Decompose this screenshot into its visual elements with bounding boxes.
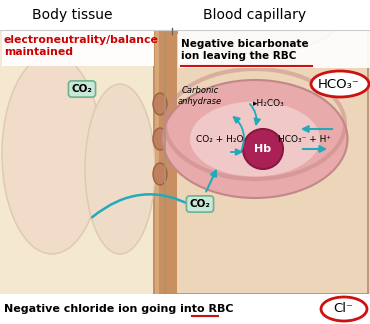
Ellipse shape — [321, 297, 367, 321]
Text: CO₂: CO₂ — [189, 199, 211, 209]
Bar — [153, 29, 166, 294]
Text: HCO₃⁻ + H⁺: HCO₃⁻ + H⁺ — [279, 135, 332, 145]
Text: Blood capillary: Blood capillary — [204, 8, 307, 22]
Bar — [166, 29, 177, 294]
Circle shape — [243, 129, 283, 169]
FancyBboxPatch shape — [178, 30, 370, 68]
Text: HCO₃⁻: HCO₃⁻ — [318, 77, 360, 90]
Bar — [165, 29, 370, 294]
Ellipse shape — [153, 163, 167, 185]
Ellipse shape — [311, 71, 369, 97]
Bar — [0, 27, 370, 54]
Ellipse shape — [162, 80, 347, 198]
Text: Body tissue: Body tissue — [32, 8, 112, 22]
Text: electroneutrality/balance
maintained: electroneutrality/balance maintained — [4, 35, 159, 57]
Text: Negative bicarbonate
ion leaving the RBC: Negative bicarbonate ion leaving the RBC — [181, 39, 309, 61]
Ellipse shape — [168, 0, 343, 54]
FancyBboxPatch shape — [2, 30, 154, 66]
Bar — [165, 29, 368, 294]
Ellipse shape — [190, 101, 320, 177]
Bar — [0, 0, 370, 30]
Bar — [0, 29, 165, 294]
Bar — [0, 294, 370, 324]
Ellipse shape — [2, 54, 102, 254]
Text: Cl⁻: Cl⁻ — [333, 303, 353, 316]
Bar — [155, 29, 159, 294]
Ellipse shape — [153, 128, 167, 150]
Text: Negative chloride ion going into RBC: Negative chloride ion going into RBC — [4, 304, 233, 314]
Ellipse shape — [85, 84, 155, 254]
Text: CO₂: CO₂ — [71, 84, 92, 94]
Text: CO₂ + H₂O: CO₂ + H₂O — [196, 135, 244, 145]
Ellipse shape — [153, 93, 167, 115]
Text: ▸H₂CO₃: ▸H₂CO₃ — [253, 99, 285, 109]
Text: Carbonic
anhydrase: Carbonic anhydrase — [178, 86, 222, 106]
Text: Hb: Hb — [255, 144, 272, 154]
